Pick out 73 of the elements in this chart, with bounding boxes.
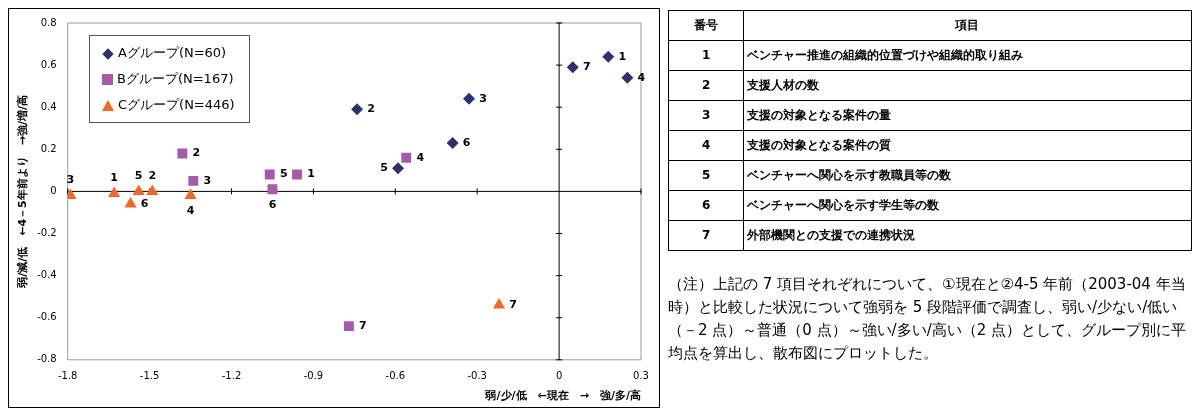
x-axis-title: 弱/少/低 ←現在 → 強/多/高 [484, 389, 641, 403]
legend-label: Aグループ(N=60) [118, 45, 227, 60]
point [566, 61, 579, 74]
point [188, 175, 199, 186]
y-tick-label: 0.8 [40, 16, 57, 28]
point [621, 71, 634, 84]
point [146, 184, 159, 195]
point [446, 136, 459, 149]
point [108, 186, 121, 198]
x-tick-label: -0.3 [467, 370, 487, 382]
point [184, 188, 197, 200]
y-axis-title: 弱/減/低 ←4－5年前より →強/増/高 [16, 94, 30, 289]
annotation: 6 [140, 196, 149, 210]
point [267, 184, 278, 195]
annotation: 5 [380, 161, 388, 175]
point [463, 92, 476, 105]
y-tick-label: 0.2 [40, 142, 57, 154]
annotation: 2 [367, 102, 375, 116]
annotation: 4 [637, 70, 646, 84]
point [132, 184, 145, 195]
point [392, 162, 405, 175]
y-tick-label: -0.2 [37, 227, 57, 239]
x-tick-label: -0.9 [303, 370, 324, 382]
point [124, 197, 137, 208]
y-tick-label: 0 [50, 184, 57, 196]
text: 項目 [953, 17, 980, 34]
point [264, 169, 275, 180]
annotation: 5 [134, 169, 143, 183]
y-tick-label: -0.4 [37, 269, 57, 281]
annotation: 7 [359, 318, 367, 332]
annotation: 3 [66, 173, 75, 187]
text: （注）上記の 7 項目それぞれについて、①現在と②4-5 年前（2003-04 年当時）と比較した状況について強弱を 5 段階評価で調査し、弱い/少ない/低い（－2 点）～普通（0 点）～強い/多い/高い（2 点）として、グループ別に平均点を算出し、散布図にプロットした。 [668, 274, 1188, 364]
y-tick-label: -0.8 [37, 353, 57, 365]
text: 3 支援の対象となる案件の量 [702, 108, 891, 122]
annotation: 4 [186, 204, 195, 218]
annotation: 6 [268, 198, 277, 212]
text: 2 支援人材の数 [702, 78, 819, 92]
point [292, 169, 302, 180]
annotation: 3 [479, 91, 487, 105]
annotation: 7 [582, 60, 591, 74]
annotation: 1 [110, 171, 118, 185]
point [177, 148, 188, 159]
annotation: 7 [509, 297, 517, 311]
legend-label: Bグループ(N=167) [117, 71, 234, 86]
annotation: 4 [416, 150, 425, 164]
text: 6 ベンチャーへ関心を示す学生等の数 [702, 198, 939, 212]
legend-label: Cグループ(N=446) [118, 97, 235, 112]
point [343, 321, 354, 332]
text: 7 外部機関との支援での連携状況 [702, 228, 915, 242]
annotation: 2 [192, 146, 201, 160]
x-tick-label: -0.6 [385, 370, 406, 382]
annotation: 1 [618, 49, 627, 63]
text: 1 ベンチャー推進の組織的位置づけや組織的取り組み [702, 48, 1023, 62]
annotation: 1 [307, 167, 315, 181]
annotation: 6 [462, 135, 471, 149]
y-tick-label: 0.6 [40, 58, 57, 70]
annotation: 2 [148, 169, 157, 183]
point [602, 50, 615, 63]
x-tick-label: -1.5 [139, 370, 160, 382]
text: 番号 [693, 17, 719, 34]
y-tick-label: 0.4 [40, 100, 57, 112]
point [401, 152, 412, 163]
text: 5 ベンチャーへ関心を示す教職員等の数 [702, 168, 951, 182]
annotation: 3 [203, 173, 212, 187]
annotation: 5 [279, 167, 288, 181]
point [351, 103, 364, 116]
x-tick-label: -1.2 [221, 370, 242, 382]
x-tick-label: 0.3 [633, 370, 649, 382]
y-tick-label: -0.6 [37, 311, 57, 323]
x-tick-label: 0 [555, 370, 563, 382]
text: 4 支援の対象となる案件の質 [702, 138, 891, 152]
point [492, 298, 506, 309]
x-tick-label: -1.8 [57, 370, 78, 382]
